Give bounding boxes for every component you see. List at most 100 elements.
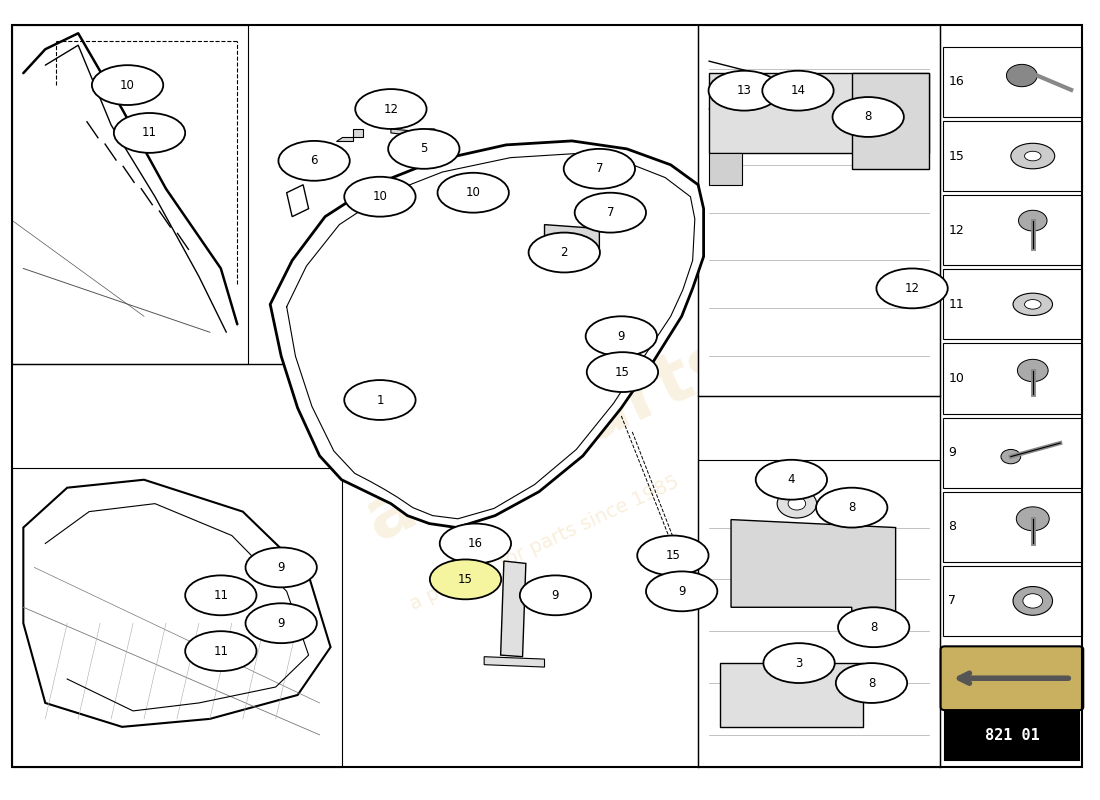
Text: 9: 9 — [617, 330, 625, 342]
Circle shape — [1018, 359, 1048, 382]
Ellipse shape — [1013, 293, 1053, 315]
FancyBboxPatch shape — [851, 73, 928, 169]
Ellipse shape — [838, 607, 910, 647]
Text: 15: 15 — [458, 573, 473, 586]
Ellipse shape — [185, 575, 256, 615]
Text: 1: 1 — [376, 394, 384, 406]
Ellipse shape — [816, 488, 888, 527]
Text: 14: 14 — [791, 84, 805, 97]
Ellipse shape — [756, 460, 827, 500]
Ellipse shape — [1024, 151, 1041, 161]
Ellipse shape — [388, 129, 460, 169]
Text: 10: 10 — [120, 78, 135, 91]
Text: 10: 10 — [373, 190, 387, 203]
Circle shape — [777, 490, 816, 518]
FancyBboxPatch shape — [943, 566, 1082, 636]
Text: 7: 7 — [948, 594, 956, 607]
Circle shape — [1013, 586, 1053, 615]
Text: 5: 5 — [420, 142, 428, 155]
Polygon shape — [500, 561, 526, 657]
FancyBboxPatch shape — [698, 460, 939, 766]
Text: 7: 7 — [595, 162, 603, 175]
Ellipse shape — [344, 380, 416, 420]
Ellipse shape — [438, 173, 509, 213]
Ellipse shape — [92, 65, 163, 105]
FancyBboxPatch shape — [940, 646, 1084, 710]
Polygon shape — [390, 129, 435, 137]
FancyBboxPatch shape — [943, 492, 1082, 562]
FancyBboxPatch shape — [12, 26, 249, 364]
Circle shape — [1016, 507, 1049, 530]
FancyBboxPatch shape — [943, 47, 1082, 117]
FancyBboxPatch shape — [12, 468, 341, 766]
FancyBboxPatch shape — [945, 711, 1079, 760]
Ellipse shape — [833, 97, 904, 137]
FancyBboxPatch shape — [943, 343, 1082, 414]
Text: 9: 9 — [948, 446, 956, 459]
Ellipse shape — [762, 70, 834, 110]
Text: 12: 12 — [948, 224, 964, 237]
Text: 16: 16 — [468, 537, 483, 550]
Text: autoparts: autoparts — [355, 325, 745, 555]
Text: 8: 8 — [868, 677, 876, 690]
Text: a passion for parts since 1985: a passion for parts since 1985 — [407, 473, 682, 614]
Text: 15: 15 — [666, 549, 680, 562]
Ellipse shape — [574, 193, 646, 233]
Polygon shape — [336, 129, 363, 141]
Text: 3: 3 — [795, 657, 803, 670]
Text: 8: 8 — [848, 501, 856, 514]
Ellipse shape — [344, 177, 416, 217]
Ellipse shape — [1024, 299, 1041, 309]
Ellipse shape — [278, 141, 350, 181]
Ellipse shape — [520, 575, 591, 615]
Text: 11: 11 — [142, 126, 157, 139]
Text: 10: 10 — [948, 372, 965, 385]
Ellipse shape — [637, 535, 708, 575]
Text: 4: 4 — [788, 474, 795, 486]
Text: 12: 12 — [384, 102, 398, 115]
FancyBboxPatch shape — [710, 73, 928, 153]
Ellipse shape — [563, 149, 635, 189]
Polygon shape — [544, 225, 600, 261]
Circle shape — [1001, 450, 1021, 464]
FancyBboxPatch shape — [720, 663, 862, 727]
Text: 12: 12 — [904, 282, 920, 295]
Ellipse shape — [877, 269, 948, 308]
Text: 15: 15 — [948, 150, 965, 162]
Circle shape — [1019, 210, 1047, 231]
Text: 8: 8 — [948, 520, 956, 534]
Ellipse shape — [245, 547, 317, 587]
FancyBboxPatch shape — [943, 195, 1082, 266]
Ellipse shape — [646, 571, 717, 611]
FancyBboxPatch shape — [943, 270, 1082, 339]
Circle shape — [788, 498, 805, 510]
Text: 821 01: 821 01 — [984, 728, 1040, 743]
Polygon shape — [710, 153, 742, 185]
Ellipse shape — [763, 643, 835, 683]
Text: 11: 11 — [213, 645, 229, 658]
Text: 8: 8 — [870, 621, 878, 634]
Ellipse shape — [1011, 143, 1055, 169]
Ellipse shape — [114, 113, 185, 153]
Ellipse shape — [185, 631, 256, 671]
Text: 9: 9 — [277, 617, 285, 630]
Polygon shape — [271, 141, 704, 527]
FancyBboxPatch shape — [698, 26, 939, 396]
FancyBboxPatch shape — [943, 121, 1082, 191]
Ellipse shape — [355, 89, 427, 129]
Polygon shape — [287, 185, 309, 217]
Text: 6: 6 — [310, 154, 318, 167]
Text: 11: 11 — [948, 298, 964, 311]
Text: 11: 11 — [213, 589, 229, 602]
Ellipse shape — [836, 663, 908, 703]
Text: 13: 13 — [737, 84, 751, 97]
Ellipse shape — [430, 559, 502, 599]
Text: 9: 9 — [678, 585, 685, 598]
Circle shape — [1006, 64, 1037, 86]
Text: 2: 2 — [561, 246, 568, 259]
Polygon shape — [484, 657, 544, 667]
Ellipse shape — [440, 523, 512, 563]
Ellipse shape — [586, 352, 658, 392]
Text: 10: 10 — [465, 186, 481, 199]
Ellipse shape — [529, 233, 600, 273]
